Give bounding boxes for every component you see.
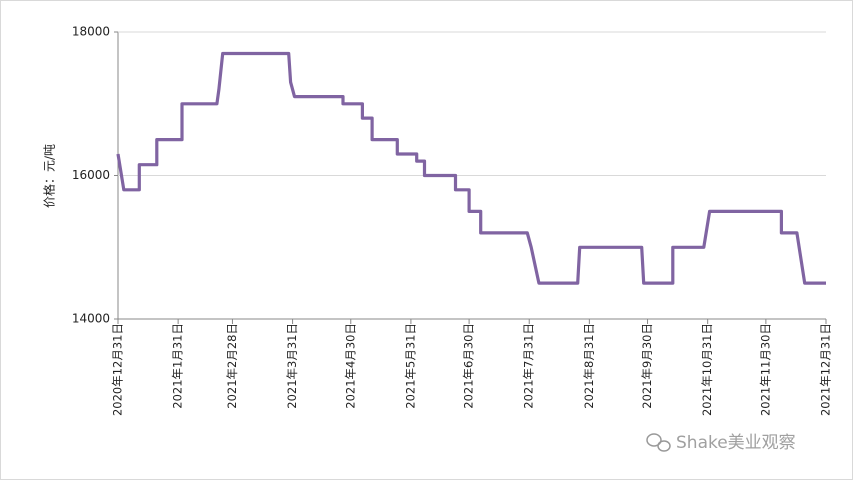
x-tick-label: 2020年12月31日 xyxy=(111,323,125,416)
x-tick-label: 2021年11月30日 xyxy=(758,323,772,416)
y-axis-label: 价格：元/吨 xyxy=(42,144,57,208)
x-tick-label: 2021年12月31日 xyxy=(819,323,833,416)
y-tick-label: 16000 xyxy=(72,168,110,182)
line-series xyxy=(116,51,826,285)
x-tick-label: 2021年2月28日 xyxy=(225,323,239,409)
watermark-icon xyxy=(646,433,671,452)
x-tick-label: 2021年10月31日 xyxy=(700,323,714,416)
y-tick-label: 18000 xyxy=(72,25,110,39)
x-tick-label: 2021年6月30日 xyxy=(462,323,476,409)
x-tick-label: 2021年3月31日 xyxy=(285,323,299,409)
watermark: Shake美业观察 xyxy=(676,433,796,453)
y-tick-label: 14000 xyxy=(72,312,110,326)
x-tick-label: 2021年1月31日 xyxy=(171,323,185,409)
x-tick-label: 2021年4月30日 xyxy=(343,323,357,409)
x-tick-label: 2021年7月31日 xyxy=(522,323,536,409)
x-tick-label: 2021年8月31日 xyxy=(582,323,596,409)
x-tick-label: 2021年5月31日 xyxy=(403,323,417,409)
x-tick-label: 2021年9月30日 xyxy=(640,323,654,409)
